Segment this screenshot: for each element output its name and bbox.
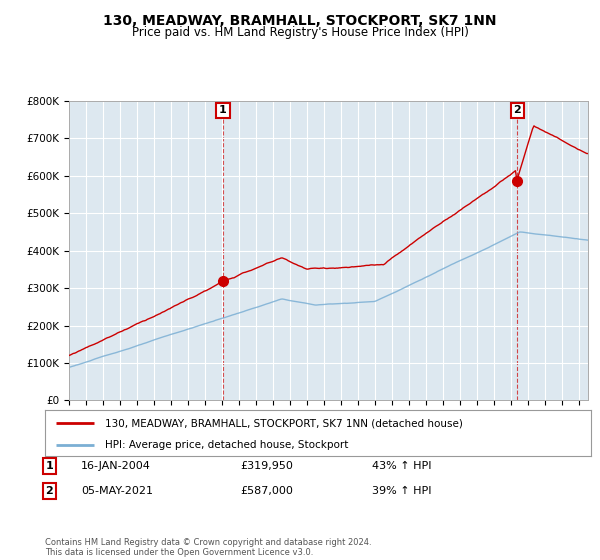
Text: 1: 1	[46, 461, 53, 471]
Text: £319,950: £319,950	[240, 461, 293, 471]
Text: 16-JAN-2004: 16-JAN-2004	[81, 461, 151, 471]
Text: 39% ↑ HPI: 39% ↑ HPI	[372, 486, 431, 496]
Text: Contains HM Land Registry data © Crown copyright and database right 2024.
This d: Contains HM Land Registry data © Crown c…	[45, 538, 371, 557]
Text: 05-MAY-2021: 05-MAY-2021	[81, 486, 153, 496]
Text: 2: 2	[514, 105, 521, 115]
Text: HPI: Average price, detached house, Stockport: HPI: Average price, detached house, Stoc…	[105, 440, 349, 450]
Text: £587,000: £587,000	[240, 486, 293, 496]
Text: 130, MEADWAY, BRAMHALL, STOCKPORT, SK7 1NN (detached house): 130, MEADWAY, BRAMHALL, STOCKPORT, SK7 1…	[105, 418, 463, 428]
Text: 130, MEADWAY, BRAMHALL, STOCKPORT, SK7 1NN: 130, MEADWAY, BRAMHALL, STOCKPORT, SK7 1…	[103, 14, 497, 28]
Text: 2: 2	[46, 486, 53, 496]
Text: 1: 1	[219, 105, 227, 115]
Text: 43% ↑ HPI: 43% ↑ HPI	[372, 461, 431, 471]
Text: Price paid vs. HM Land Registry's House Price Index (HPI): Price paid vs. HM Land Registry's House …	[131, 26, 469, 39]
